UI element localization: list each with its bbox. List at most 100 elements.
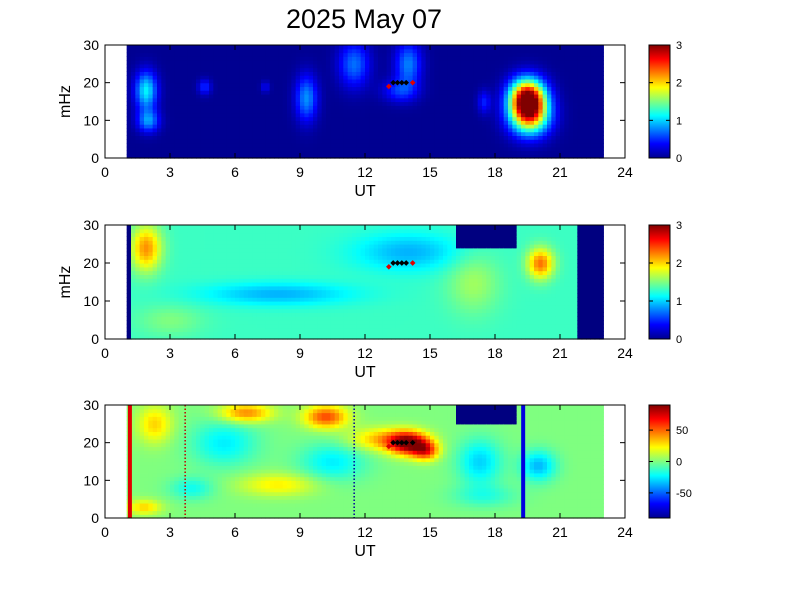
heatmap-cell: [235, 48, 240, 54]
heatmap-cell: [144, 274, 149, 279]
heatmap-cell: [187, 308, 193, 313]
heatmap-cell: [373, 135, 379, 140]
heatmap-cell: [282, 251, 288, 256]
heatmap-cell: [269, 289, 275, 294]
heatmap-cell: [274, 289, 279, 294]
heatmap-cell: [482, 127, 487, 133]
heatmap-cell: [369, 71, 375, 76]
heatmap-cell: [300, 86, 305, 91]
heatmap-cell: [217, 232, 223, 237]
heatmap-cell: [287, 247, 292, 253]
heatmap-cell: [521, 60, 526, 65]
heatmap-cell: [555, 90, 561, 95]
heatmap-cell: [139, 93, 145, 99]
heatmap-cell: [521, 127, 526, 133]
heatmap-cell: [261, 146, 266, 152]
heatmap-cell: [317, 105, 323, 110]
heatmap-cell: [308, 232, 314, 237]
heatmap-cell: [581, 67, 587, 72]
heatmap-cell: [183, 109, 188, 114]
heatmap-cell: [421, 90, 427, 95]
heatmap-cell: [339, 93, 344, 99]
heatmap-cell: [538, 101, 544, 106]
heatmap-cell: [512, 116, 518, 121]
heatmap-cell: [178, 135, 184, 140]
heatmap-cell: [352, 78, 357, 84]
heatmap-cell: [139, 255, 145, 260]
heatmap-cell: [174, 60, 180, 65]
heatmap-cell: [516, 150, 522, 155]
heatmap-cell: [373, 45, 379, 50]
heatmap-cell: [460, 139, 466, 144]
heatmap-cell: [508, 146, 513, 152]
heatmap-cell: [161, 82, 167, 88]
heatmap-cell: [183, 255, 188, 260]
heatmap-cell: [304, 259, 310, 264]
heatmap-cell: [564, 112, 570, 118]
heatmap-cell: [395, 146, 401, 152]
heatmap-cell: [131, 71, 136, 76]
heatmap-cell: [183, 251, 188, 256]
heatmap-cell: [339, 97, 344, 103]
heatmap-cell: [187, 71, 193, 76]
heatmap-cell: [139, 105, 145, 110]
heatmap-cell: [555, 127, 561, 133]
heatmap-cell: [178, 244, 184, 249]
heatmap-cell: [300, 127, 305, 133]
heatmap-cell: [187, 282, 193, 287]
heatmap-cell: [157, 263, 162, 268]
heatmap-cell: [360, 82, 366, 88]
heatmap-cell: [157, 285, 162, 291]
heatmap-cell: [135, 97, 141, 103]
heatmap-cell: [555, 93, 561, 99]
heatmap-cell: [178, 101, 184, 106]
heatmap-cell: [339, 282, 344, 287]
heatmap-cell: [443, 127, 448, 133]
heatmap-cell: [443, 131, 448, 136]
heatmap-cell: [161, 146, 167, 152]
heatmap-cell: [196, 82, 201, 88]
heatmap-cell: [135, 244, 141, 249]
heatmap-cell: [516, 67, 522, 72]
y-tick-label: 10: [83, 112, 99, 128]
heatmap-cell: [256, 48, 262, 54]
heatmap-cell: [174, 45, 180, 50]
heatmap-cell: [209, 124, 214, 129]
heatmap-cell: [482, 105, 487, 110]
heatmap-cell: [417, 56, 422, 61]
heatmap-cell: [252, 225, 258, 230]
heatmap-cell: [391, 45, 396, 50]
heatmap-cell: [144, 93, 149, 99]
heatmap-cell: [430, 150, 435, 155]
heatmap-cell: [334, 97, 340, 103]
heatmap-cell: [599, 142, 604, 148]
heatmap-cell: [421, 97, 427, 103]
heatmap-cell: [339, 101, 344, 106]
heatmap-cell: [209, 82, 214, 88]
heatmap-cell: [187, 263, 193, 268]
heatmap-cell: [191, 146, 197, 152]
heatmap-cell: [356, 228, 362, 234]
heatmap-cell: [516, 135, 522, 140]
heatmap-cell: [352, 109, 357, 114]
heatmap-cell: [174, 112, 180, 118]
heatmap-cell: [443, 112, 448, 118]
heatmap-cell: [265, 52, 271, 57]
heatmap-cell: [287, 301, 292, 306]
heatmap-cell: [252, 131, 258, 136]
heatmap-cell: [126, 323, 132, 329]
heatmap-cell: [139, 142, 145, 148]
heatmap-cell: [196, 327, 201, 332]
heatmap-cell: [508, 120, 513, 125]
heatmap-cell: [577, 139, 583, 144]
heatmap-cell: [187, 146, 193, 152]
heatmap-cell: [352, 131, 357, 136]
heatmap-cell: [512, 131, 518, 136]
heatmap-cell: [473, 127, 479, 133]
heatmap-cell: [581, 154, 587, 159]
heatmap-cell: [568, 135, 574, 140]
heatmap-cell: [148, 304, 154, 310]
heatmap-cell: [360, 320, 366, 325]
heatmap-cell: [274, 146, 279, 152]
heatmap-cell: [204, 116, 210, 121]
